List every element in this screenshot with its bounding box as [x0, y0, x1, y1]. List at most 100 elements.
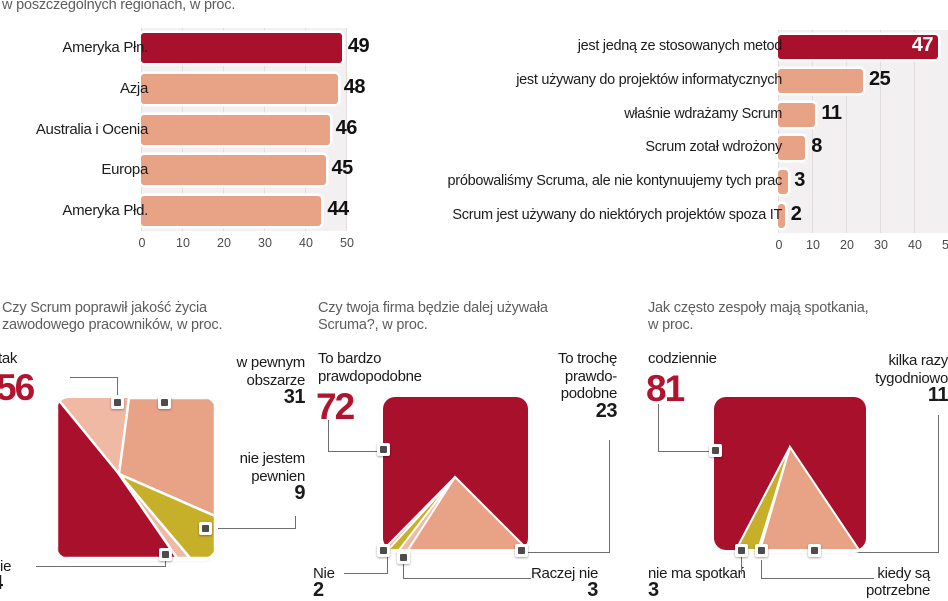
meetings-leader-kiedy-h [762, 578, 874, 580]
axis-tick-10: 10 [176, 236, 190, 250]
meetings-slice-niema [734, 446, 791, 550]
bar-category-label-4: próbowaliśmy Scruma, ale nie kontynuujem… [447, 173, 783, 190]
meetings-marker-niema [735, 544, 748, 557]
bar-value-label-2: 46 [335, 116, 358, 139]
bar-category-label-2: Australia i Ocenia [35, 120, 148, 138]
bar-category-label-3: Scrum zotał wdrożony [645, 139, 782, 156]
axis-tick-40: 40 [299, 236, 313, 250]
meetings-label-kilka: kilka razy tygodniowo 11 [875, 352, 948, 406]
continue-slice-troche [406, 475, 528, 550]
quality-leader-pewnien-v [295, 516, 297, 529]
top-left-subtitle: w poszczególnych regionach, w proc. [2, 0, 236, 13]
continue-leader-troche-v [609, 440, 611, 553]
continue-marker-bardzo [377, 443, 390, 456]
meetings-label-codziennie: codziennie [648, 350, 717, 367]
quality-marker-pewnien [199, 522, 212, 535]
continue-marker-olive [397, 551, 410, 564]
bar-value-label-3: 8 [811, 135, 822, 158]
axis-tick-30: 30 [258, 236, 272, 250]
bar-category-label-0: Ameryka Płn. [62, 39, 148, 57]
bar-2 [778, 102, 816, 127]
meetings-leader-kilka-v [938, 415, 940, 553]
meetings-leader-niema-v [741, 553, 743, 574]
meetings-marker-codziennie [709, 444, 722, 457]
bar-category-label-4: Ameryka Płd. [62, 201, 148, 219]
meetings-leader-kilka-h [848, 552, 939, 554]
continue-label-raczej: Raczej nie 3 [531, 565, 599, 601]
meetings-pie-svg [714, 397, 866, 550]
bar-value-label-4: 3 [794, 169, 805, 192]
meetings-label-kiedy: kiedy są potrzebne [866, 565, 931, 599]
continue-label-troche: To trochę prawdo- podobne 23 [558, 350, 618, 422]
continue-pie-svg [383, 397, 528, 550]
bar-category-label-1: jest używany do projektów informatycznyc… [516, 71, 782, 88]
bar-0 [778, 34, 938, 59]
panel-quality-title-line1: Czy Scrum poprawił jakość życia [2, 300, 207, 316]
continue-leader-nie-h [344, 573, 388, 575]
top-right-plot-area [778, 30, 948, 233]
bar-value-label-2: 11 [821, 101, 842, 124]
axis-tick-20: 20 [217, 236, 231, 250]
bar-3 [778, 136, 806, 161]
continue-slice-nie [386, 476, 456, 550]
bar-1 [778, 68, 863, 93]
panel-meetings-title-line2: w proc. [648, 317, 694, 333]
continue-leader-bardzo-h [328, 451, 382, 453]
bar-category-label-3: Europa [101, 161, 148, 179]
continue-square-pie [383, 397, 528, 550]
quality-slice-nie [117, 473, 192, 558]
quality-leader-pewnien-h [212, 528, 296, 530]
quality-marker-nie [159, 548, 172, 561]
continue-marker-raczej [515, 544, 528, 557]
quality-pie-svg [57, 398, 215, 558]
quality-leader-nie-h [36, 566, 166, 568]
continue-label-bardzo: To bardzo prawdopodobne [318, 350, 422, 385]
quality-label-tak: tak [0, 350, 18, 367]
axis-tick-20: 20 [840, 238, 854, 252]
gridline [346, 28, 347, 231]
bar-4 [141, 195, 322, 226]
bar-category-label-2: właśnie wdrażamy Scrum [624, 105, 782, 122]
gridline [914, 30, 915, 233]
meetings-leader-kiedy-v [761, 560, 763, 579]
bar-value-label-4: 44 [327, 197, 349, 220]
quality-leader-tak-h [70, 377, 118, 379]
continue-leader-raczej-h [404, 578, 531, 580]
quality-square-pie [57, 398, 215, 558]
bar-0 [141, 33, 342, 64]
continue-leader-bardzo-v [328, 420, 330, 452]
quality-label-nie: nie 4 [0, 558, 12, 593]
bar-3 [141, 155, 326, 186]
axis-tick-0: 0 [138, 236, 146, 250]
meetings-square-pie [714, 397, 866, 550]
bar-value-label-5: 2 [790, 203, 802, 226]
panel-continue-title-line2: Scruma?, w proc. [318, 317, 428, 333]
quality-leader-tak-v [117, 377, 119, 403]
panel-meetings-title-line1: Jak często zespoły mają spotkania, [648, 300, 869, 316]
gridline [846, 30, 847, 233]
meetings-marker-kiedy [808, 544, 821, 557]
continue-value-bardzo: 72 [316, 386, 355, 427]
bar-value-label-0: 49 [347, 35, 370, 58]
gridline [778, 30, 779, 233]
continue-leader-troche-h [521, 552, 610, 554]
meetings-leader-codziennie-h [658, 451, 714, 453]
bar-5 [778, 204, 785, 229]
quality-label-pewnien: nie jestem pewnien 9 [239, 450, 306, 504]
quality-label-obszar: w pewnym obszarze 31 [236, 354, 306, 408]
bar-4 [778, 170, 789, 195]
axis-tick-30: 30 [874, 238, 888, 252]
panel-continue-title-line1: Czy twoja firma będzie dalej używała [318, 300, 548, 316]
continue-marker-nie [377, 544, 390, 557]
gridline [880, 30, 881, 233]
quality-value-tak: 56 [0, 367, 35, 408]
bar-category-label-1: Azja [120, 79, 148, 97]
bar-value-label-0: 47 [911, 33, 934, 56]
meetings-value-codziennie: 81 [646, 368, 685, 409]
meetings-marker-olive [755, 544, 768, 557]
bar-value-label-3: 45 [331, 157, 354, 180]
meetings-label-niema: nie ma spotkań 3 [648, 565, 746, 601]
continue-label-nie: Nie 2 [313, 565, 335, 601]
continue-leader-nie-v [387, 553, 389, 574]
axis-tick-10: 10 [806, 238, 820, 252]
